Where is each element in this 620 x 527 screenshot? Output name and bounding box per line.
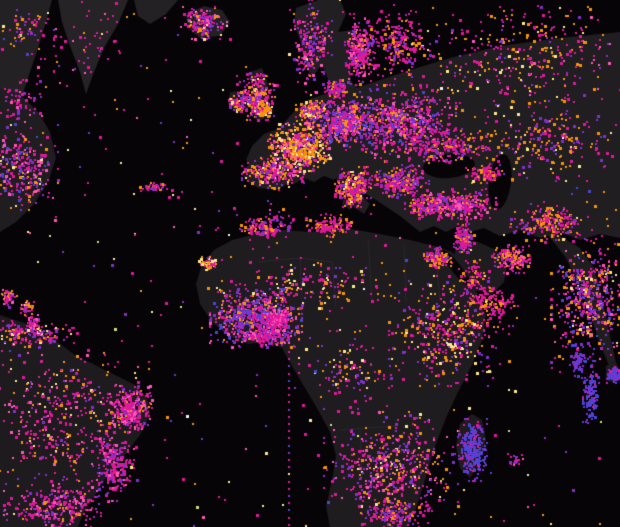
dot-density-map-canvas[interactable] <box>0 0 620 527</box>
world-activity-dot-map <box>0 0 620 527</box>
